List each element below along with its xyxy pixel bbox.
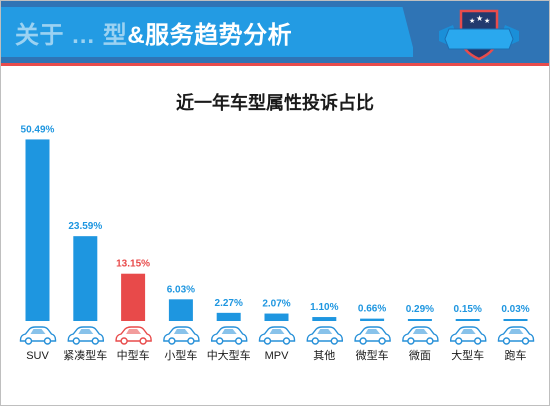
category-label-其他: 其他 (313, 349, 335, 362)
category-label-MPV: MPV (265, 350, 290, 362)
bar-微面 (407, 319, 432, 321)
category-label-SUV: SUV (26, 350, 49, 362)
data-label-SUV: 50.49% (21, 124, 55, 135)
data-label-其他: 1.10% (310, 302, 338, 313)
shield-logo-icon: ★ ★ ★ (439, 9, 519, 61)
car-icon (450, 326, 487, 345)
header-banner: 关于 … 型&服务趋势分析 ★ ★ ★ (1, 1, 549, 63)
category-label-小型车: 小型车 (164, 348, 197, 362)
data-label-MPV: 2.07% (262, 299, 290, 310)
header-divider (1, 63, 549, 66)
category-label-跑车: 跑车 (505, 348, 527, 362)
category-label-紧凑型车: 紧凑型车 (63, 348, 107, 362)
header-title: 关于 … 型&服务趋势分析 (15, 15, 292, 50)
data-label-紧凑型车: 23.59% (68, 221, 102, 232)
category-label-中大型车: 中大型车 (207, 348, 251, 362)
car-icon (67, 326, 105, 345)
data-label-微面: 0.29% (406, 304, 434, 315)
car-icon (354, 326, 391, 345)
car-icon (115, 326, 152, 345)
category-label-微面: 微面 (409, 348, 431, 362)
data-label-大型车: 0.15% (454, 304, 482, 315)
bar-大型车 (455, 319, 480, 321)
category-label-中型车: 中型车 (117, 348, 150, 362)
header-cut (401, 1, 417, 63)
car-icon (306, 326, 343, 345)
bar-MPV (264, 313, 289, 321)
category-label-微型车: 微型车 (356, 348, 389, 362)
svg-text:★: ★ (469, 17, 475, 25)
bar-小型车 (168, 299, 193, 321)
header-title-obscured: 关于 … 型 (15, 22, 128, 49)
data-label-跑车: 0.03% (501, 304, 529, 315)
header-title-text: &服务趋势分析 (127, 22, 293, 49)
data-label-微型车: 0.66% (358, 304, 386, 315)
svg-text:★: ★ (476, 14, 483, 23)
bar-中型车 (121, 273, 146, 321)
header-band (1, 7, 413, 57)
bar-中大型车 (216, 312, 241, 321)
car-icon (19, 326, 57, 345)
bar-SUV (25, 139, 50, 321)
category-label-大型车: 大型车 (451, 348, 484, 362)
car-icon (163, 326, 200, 345)
bar-微型车 (360, 318, 385, 321)
bar-紧凑型车 (73, 236, 98, 321)
data-label-中大型车: 2.27% (215, 298, 243, 309)
svg-text:★: ★ (484, 17, 490, 25)
bar-其他 (312, 317, 337, 321)
car-icon (210, 326, 248, 345)
bar-跑车 (503, 319, 528, 321)
data-label-中型车: 13.15% (116, 259, 150, 270)
car-icon (258, 326, 296, 345)
car-icon (402, 326, 439, 345)
car-icon (497, 326, 535, 345)
chart-title: 近一年车型属性投诉占比 (176, 93, 374, 113)
data-label-小型车: 6.03% (167, 284, 195, 295)
